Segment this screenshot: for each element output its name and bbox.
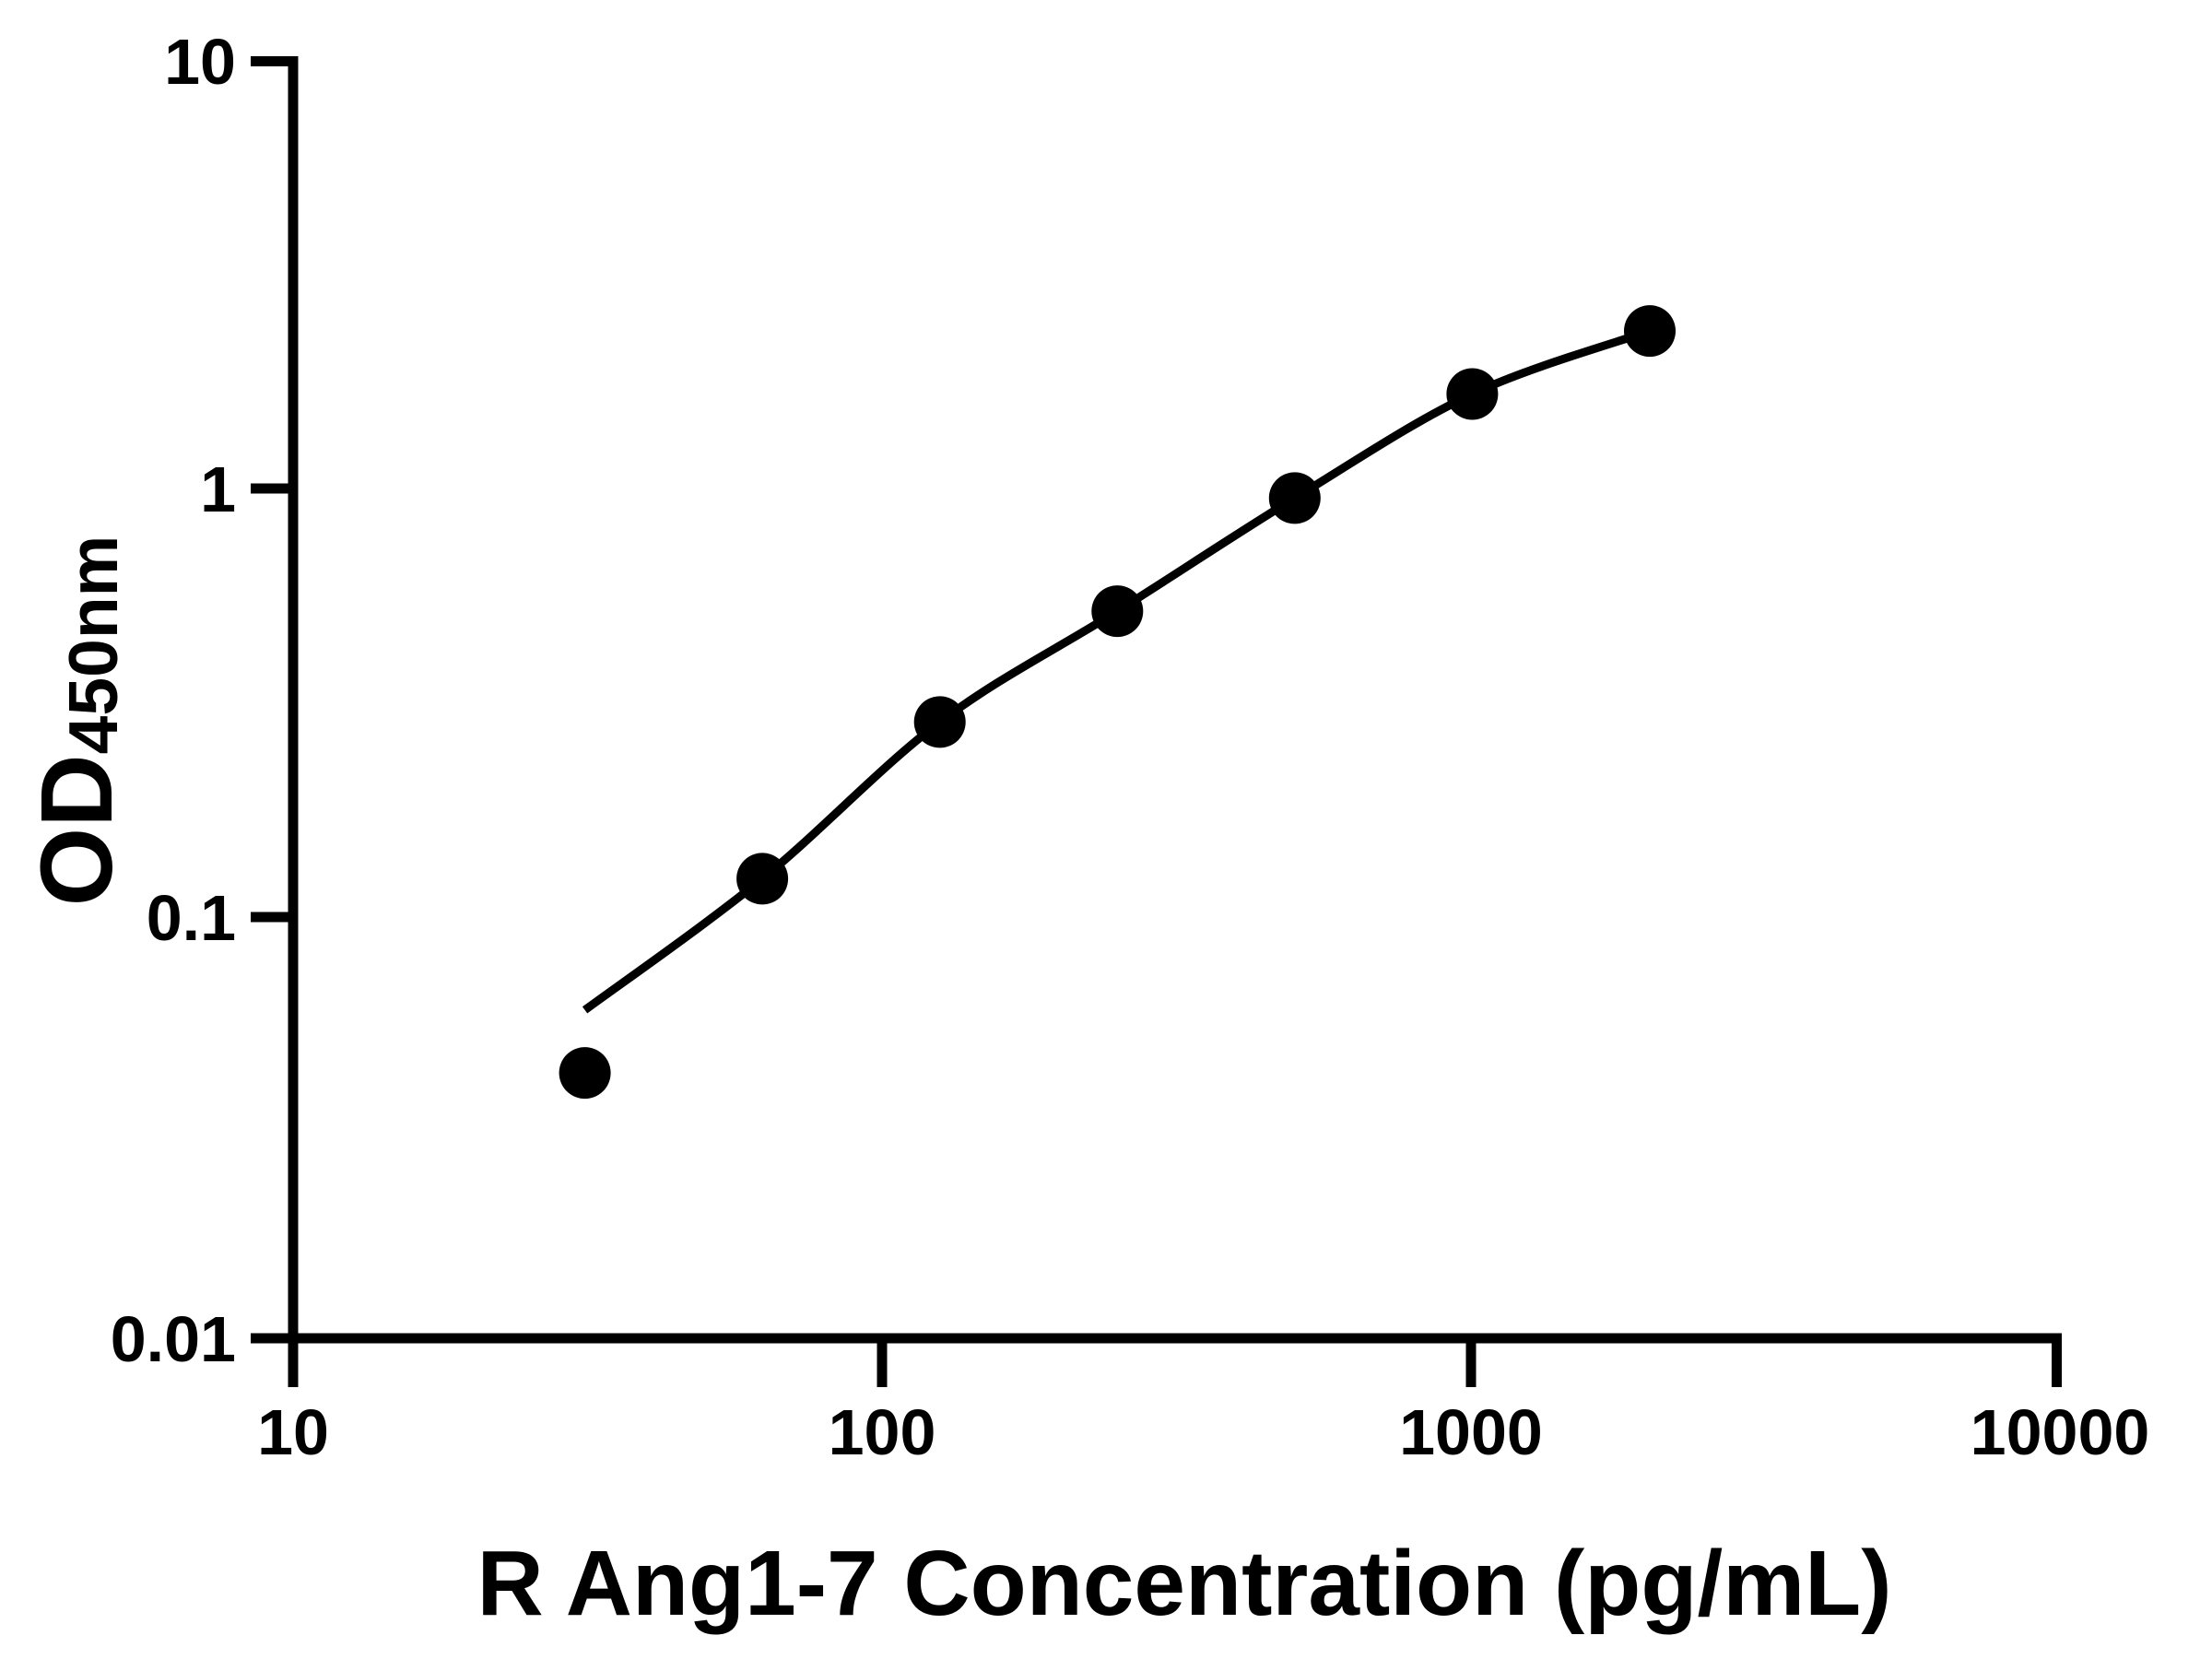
x-tick-label-10000: 10000: [1971, 1396, 2150, 1468]
data-point: [1091, 585, 1144, 638]
data-point: [1624, 305, 1676, 358]
data-point: [1268, 472, 1321, 524]
data-point: [559, 1047, 611, 1100]
data-point: [913, 696, 966, 748]
data-point: [736, 853, 789, 905]
data-points: [559, 305, 1676, 1100]
y-tick-label-0.1: 0.1: [147, 882, 236, 954]
y-axis-ticks: [251, 56, 293, 1344]
x-axis-ticks: [288, 1338, 2062, 1387]
y-tick-label-0.01: 0.01: [111, 1303, 236, 1375]
x-tick-label-10: 10: [257, 1396, 329, 1468]
y-axis-title-subscript: 450nm: [54, 535, 132, 755]
x-tick-label-100: 100: [829, 1396, 936, 1468]
x-axis-title: R Ang1-7 Concentration (pg/mL): [477, 1532, 1891, 1635]
data-point: [1446, 368, 1499, 420]
y-axis-title-main: OD: [20, 754, 134, 906]
x-tick-label-1000: 1000: [1399, 1396, 1543, 1468]
fit-curve: [582, 326, 1652, 1014]
y-axis-title: OD450nm: [20, 535, 134, 907]
y-tick-label-1: 1: [200, 453, 236, 525]
y-tick-label-10: 10: [164, 26, 236, 98]
